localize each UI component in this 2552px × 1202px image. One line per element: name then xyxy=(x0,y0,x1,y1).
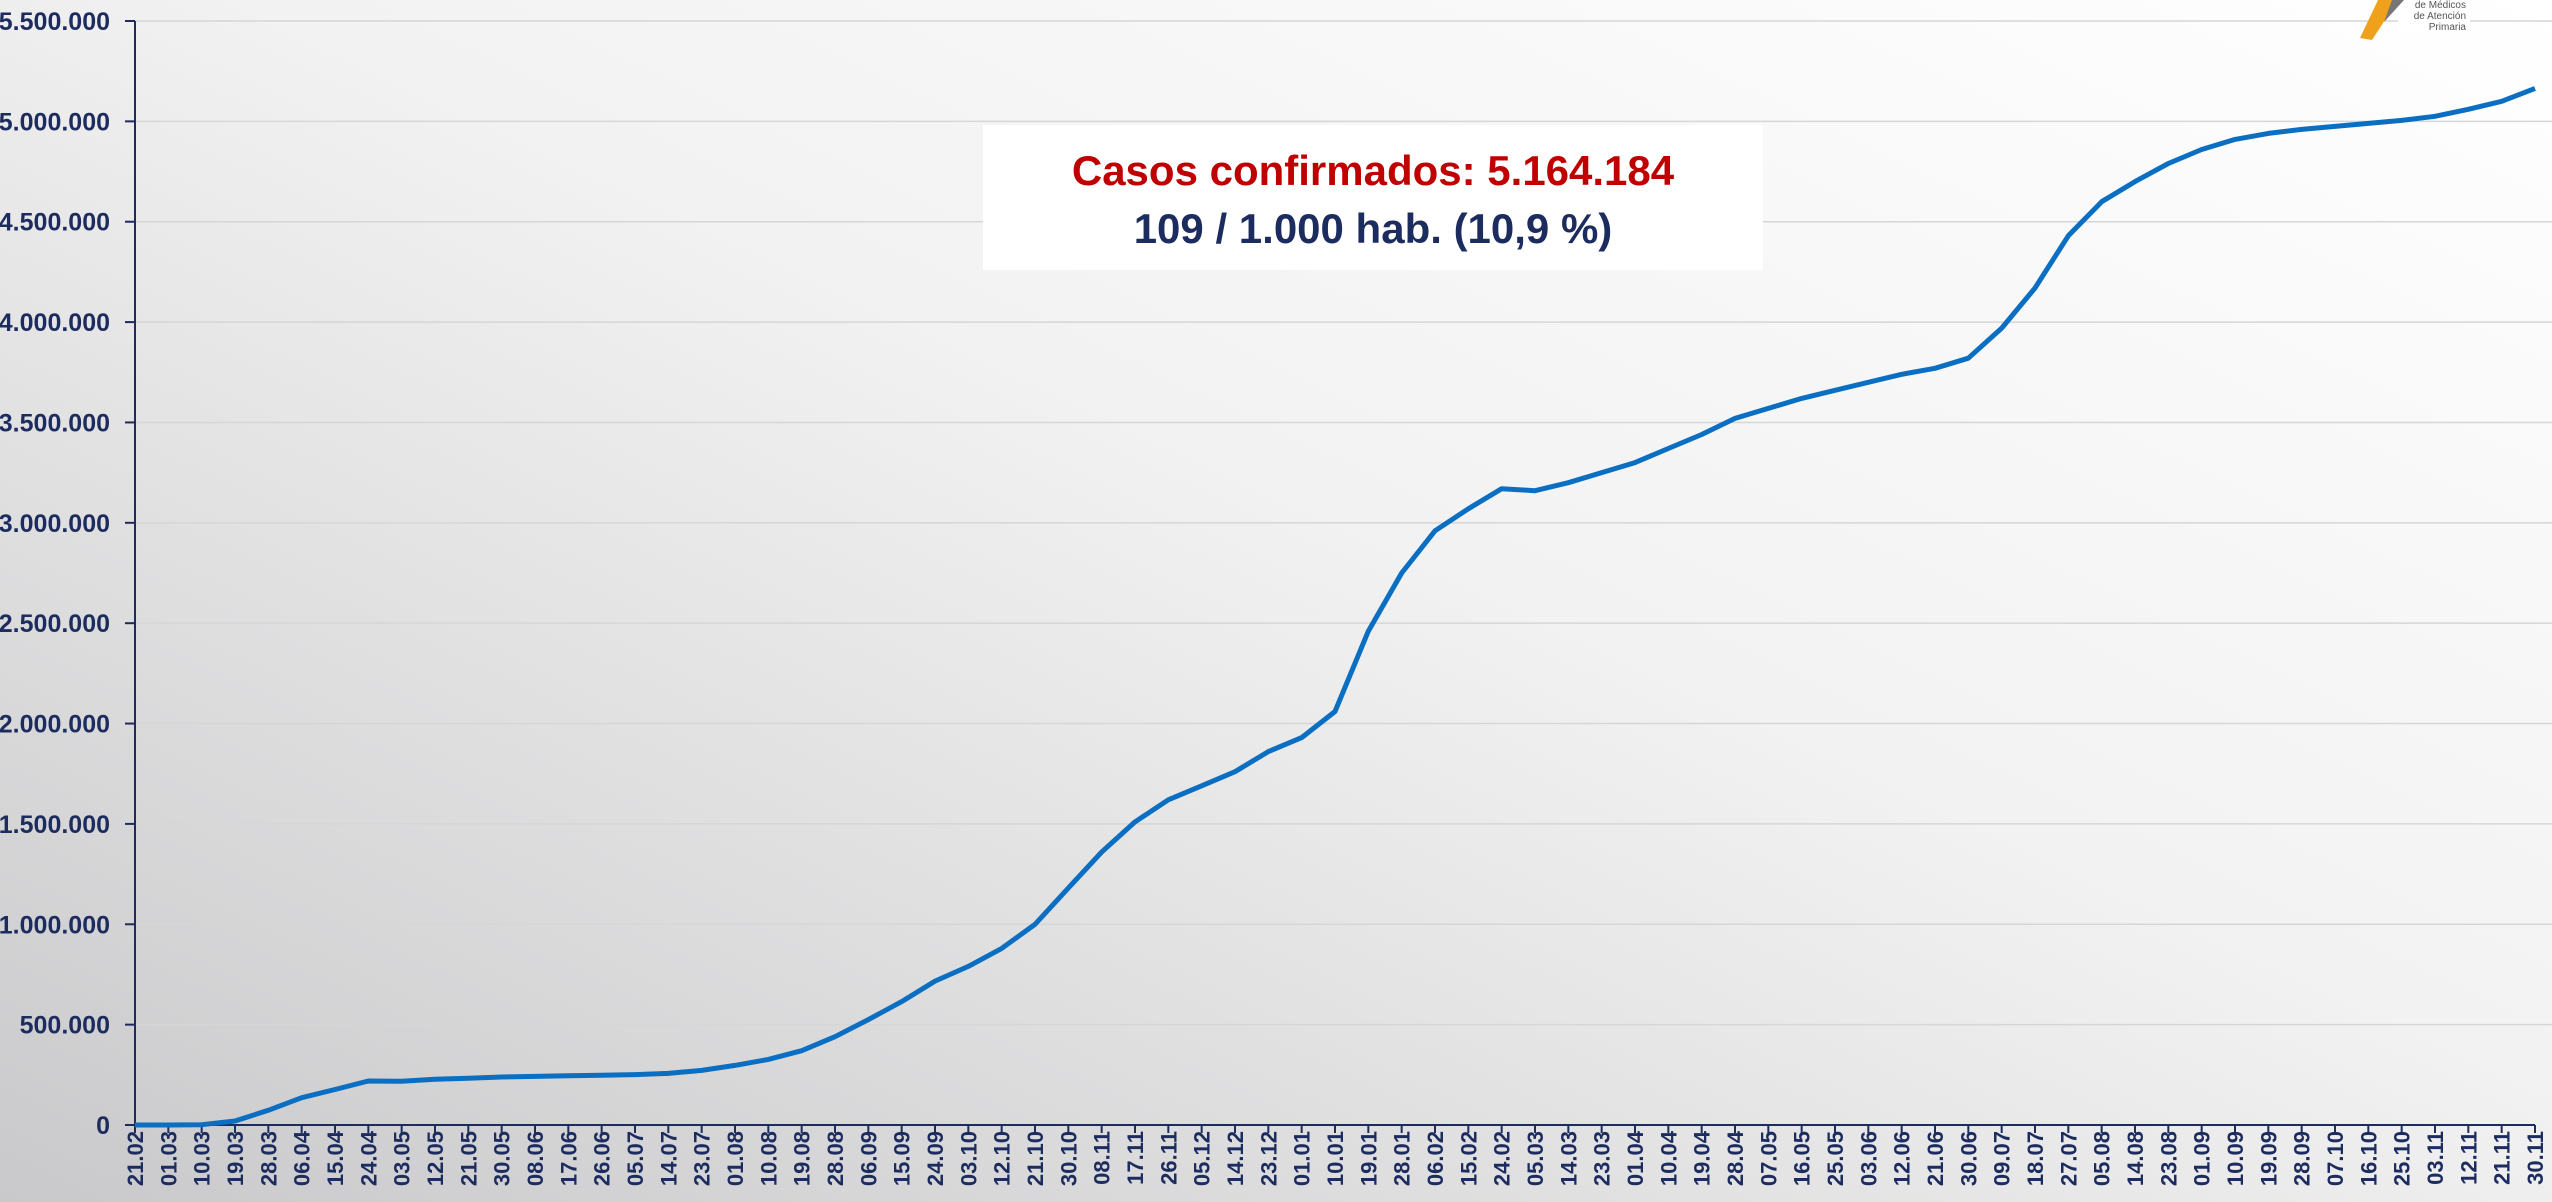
x-tick-label: 19.08 xyxy=(790,1131,815,1186)
x-tick-label: 06.09 xyxy=(856,1131,881,1186)
y-tick-label: 3.500.000 xyxy=(0,409,110,437)
x-tick-label: 10.04 xyxy=(1656,1130,1681,1186)
y-tick-label: 2.000.000 xyxy=(0,711,110,739)
x-tick-label: 07.05 xyxy=(1756,1131,1781,1186)
x-tick-label: 19.09 xyxy=(2256,1131,2281,1186)
y-tick-label: 3.000.000 xyxy=(0,510,110,538)
x-tick-label: 01.03 xyxy=(156,1131,181,1186)
x-tick-label: 03.11 xyxy=(2423,1131,2448,1185)
x-tick-label: 23.07 xyxy=(690,1131,715,1186)
x-tick-label: 12.11 xyxy=(2456,1131,2481,1185)
x-tick-label: 17.11 xyxy=(1123,1131,1148,1185)
x-tick-label: 10.09 xyxy=(2223,1131,2248,1186)
grid xyxy=(135,20,2552,1026)
x-tick-label: 24.09 xyxy=(923,1131,948,1186)
y-tick-label: 500.000 xyxy=(20,1012,110,1040)
logo-icon xyxy=(2384,0,2404,22)
x-tick-label: 01.09 xyxy=(2190,1131,2215,1186)
x-tick-label: 28.03 xyxy=(256,1131,281,1186)
logo-text: Primaria xyxy=(2429,22,2467,33)
y-tick-label: 0 xyxy=(96,1112,110,1140)
x-tick-label: 07.10 xyxy=(2323,1131,2348,1186)
x-tick-label: 03.05 xyxy=(390,1131,415,1186)
x-tick-label: 30.11 xyxy=(2523,1131,2548,1185)
x-tick-label: 01.01 xyxy=(1290,1131,1315,1186)
logo: de Médicos de Atención Primaria xyxy=(2360,0,2470,40)
x-tick-label: 14.12 xyxy=(1223,1131,1248,1186)
y-tick-label: 1.000.000 xyxy=(0,911,110,939)
x-tick-label: 10.08 xyxy=(756,1131,781,1186)
x-tick-label: 08.06 xyxy=(523,1131,548,1186)
x-tick-label: 03.10 xyxy=(956,1131,981,1186)
logo-box xyxy=(2398,0,2470,34)
x-tick-label: 24.02 xyxy=(1490,1131,1515,1186)
x-tick-label: 16.10 xyxy=(2356,1131,2381,1186)
x-tick-label: 10.03 xyxy=(190,1131,215,1186)
x-tick-label: 28.04 xyxy=(1723,1130,1748,1186)
line xyxy=(135,86,2536,1128)
x-tick-label: 23.08 xyxy=(2156,1131,2181,1186)
x-tick-label: 16.05 xyxy=(1790,1131,1815,1186)
y-tick-label: 5.000.000 xyxy=(0,108,110,136)
x-tick-label: 14.08 xyxy=(2123,1131,2148,1186)
x-tick-label: 30.10 xyxy=(1056,1131,1081,1186)
y-tick-label: 1.500.000 xyxy=(0,811,110,839)
x-tick-label: 19.01 xyxy=(1356,1131,1381,1186)
x-tick-label: 12.10 xyxy=(990,1131,1015,1186)
x-tick-label: 01.08 xyxy=(723,1131,748,1186)
x-tick-label: 30.06 xyxy=(1956,1131,1981,1186)
x-tick-label: 21.02 xyxy=(123,1131,148,1186)
x-tick-label: 26.11 xyxy=(1156,1131,1181,1185)
x-tick-label: 21.10 xyxy=(1023,1131,1048,1186)
x-tick-label: 05.12 xyxy=(1190,1131,1215,1186)
y-tick-label: 2.500.000 xyxy=(0,610,110,638)
x-tick-label: 01.04 xyxy=(1623,1130,1648,1186)
x-tick-label: 05.07 xyxy=(623,1131,648,1186)
x-tick-label: 21.05 xyxy=(456,1131,481,1186)
x-tick-label: 03.06 xyxy=(1856,1131,1881,1186)
x-tick-label: 28.09 xyxy=(2290,1131,2315,1186)
x-tick-label: 05.08 xyxy=(2090,1131,2115,1186)
x-tick-label: 08.11 xyxy=(1090,1131,1115,1185)
x-tick-label: 15.09 xyxy=(890,1131,915,1186)
x-tick-label: 21.11 xyxy=(2490,1131,2515,1185)
x-tick-label: 06.02 xyxy=(1423,1131,1448,1186)
x-tick-label: 14.07 xyxy=(656,1131,681,1186)
x-tick-label: 10.01 xyxy=(1323,1131,1348,1186)
x-tick-label: 17.06 xyxy=(556,1131,581,1186)
x-tick-label: 06.04 xyxy=(290,1130,315,1186)
x-tick-label: 18.07 xyxy=(2023,1131,2048,1186)
x-tick-label: 23.12 xyxy=(1256,1131,1281,1186)
x-tick-label: 25.10 xyxy=(2390,1131,2415,1186)
x-tick-label: 19.04 xyxy=(1690,1130,1715,1186)
logo-text: de Médicos xyxy=(2415,0,2466,11)
annotation-title: Casos confirmados: 5.164.184 xyxy=(1072,147,1675,194)
y-tick-label: 4.500.000 xyxy=(0,209,110,237)
x-tick-label: 21.06 xyxy=(1923,1131,1948,1186)
x-tick-label: 28.08 xyxy=(823,1131,848,1186)
x-tick-label: 15.04 xyxy=(323,1130,348,1186)
y-tick-label: 5.500.000 xyxy=(0,8,110,36)
x-tick-label: 12.05 xyxy=(423,1131,448,1186)
annotation-subtitle: 109 / 1.000 hab. (10,9 %) xyxy=(1134,205,1613,252)
x-tick-label: 14.03 xyxy=(1556,1131,1581,1186)
x-tick-label: 12.06 xyxy=(1890,1131,1915,1186)
x-tick-label: 27.07 xyxy=(2056,1131,2081,1186)
x-tick-label: 26.06 xyxy=(590,1131,615,1186)
x-tick-label: 23.03 xyxy=(1590,1131,1615,1186)
y-tick-label: 4.000.000 xyxy=(0,309,110,337)
annotation-box xyxy=(983,125,1763,270)
x-tick-label: 30.05 xyxy=(490,1131,515,1186)
x-tick-label: 09.07 xyxy=(1990,1131,2015,1186)
x-tick-label: 05.03 xyxy=(1523,1131,1548,1186)
x-tick-label: 24.04 xyxy=(356,1130,381,1186)
x-tick-label: 25.05 xyxy=(1823,1131,1848,1186)
logo-text: de Atención xyxy=(2414,11,2466,22)
x-tick-label: 28.01 xyxy=(1390,1131,1415,1186)
x-tick-label: 15.02 xyxy=(1456,1131,1481,1186)
x-tick-label: 19.03 xyxy=(223,1131,248,1186)
